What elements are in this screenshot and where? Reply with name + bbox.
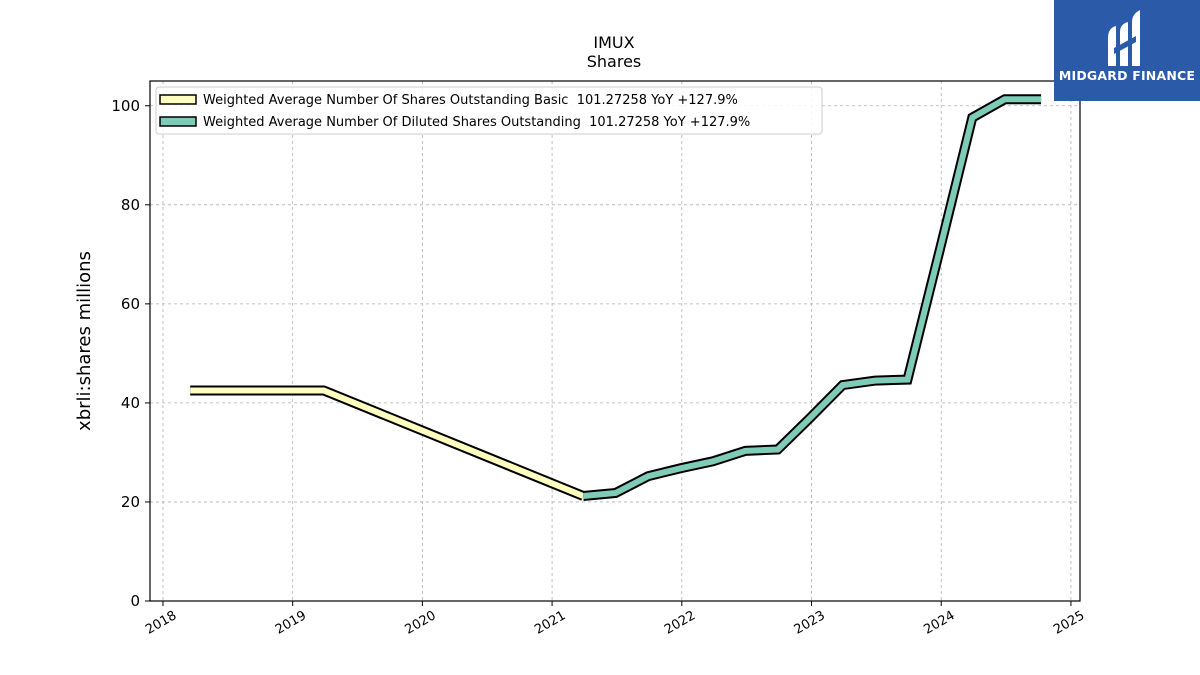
x-tick-label: 2025 [1051, 608, 1087, 638]
brand-name: MIDGARD FINANCE [1058, 68, 1196, 83]
y-tick-label: 100 [111, 97, 140, 115]
series-fill [582, 96, 1042, 499]
chart-subtitle: Shares [587, 52, 642, 71]
series-outline [190, 385, 586, 501]
x-tick-label: 2018 [143, 608, 179, 638]
y-tick-label: 40 [121, 394, 140, 412]
legend-swatch-diluted [159, 116, 197, 127]
legend-frame [155, 86, 823, 135]
series-layer [190, 94, 1042, 501]
legend-label-basic: Weighted Average Number Of Shares Outsta… [203, 93, 738, 108]
x-tick-label: 2020 [403, 608, 439, 638]
chart-title: IMUX [593, 33, 634, 52]
x-tick-label: 2019 [273, 608, 309, 638]
y-tick-label: 20 [121, 493, 140, 511]
legend: Weighted Average Number Of Shares Outsta… [155, 86, 823, 135]
x-tick-label: 2022 [662, 608, 698, 638]
y-axis-label: xbrli:shares millions [74, 251, 95, 431]
x-tick-label: 2024 [921, 608, 957, 638]
x-tick-label: 2023 [792, 608, 828, 638]
y-tick-label: 0 [130, 592, 140, 610]
legend-swatch-basic [159, 94, 197, 105]
y-tick-label: 80 [121, 196, 140, 214]
series-outline [582, 94, 1042, 501]
brand-logo: MIDGARD FINANCE [1054, 0, 1200, 101]
legend-label-diluted: Weighted Average Number Of Diluted Share… [203, 115, 750, 130]
series-line-diluted [582, 94, 1042, 501]
grid [150, 81, 1080, 602]
x-tick-label: 2021 [532, 608, 568, 638]
series-line-basic [190, 385, 586, 501]
logo-mark-icon [1108, 10, 1140, 66]
series-fill [190, 387, 585, 499]
y-tick-label: 60 [121, 295, 140, 313]
plot-frame [149, 80, 1081, 602]
